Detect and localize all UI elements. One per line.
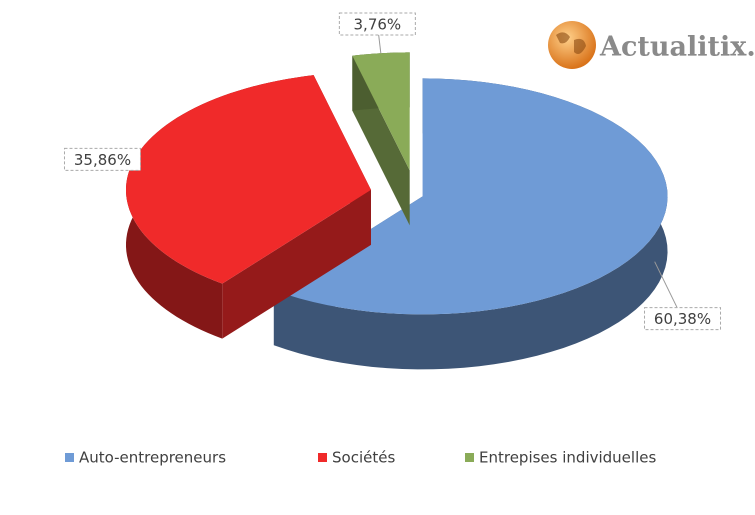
slice [352,52,410,171]
legend-label: Auto-entrepreneurs [79,449,226,467]
value-label-box [644,307,722,331]
slice [352,52,410,226]
slice [126,75,371,284]
slice [126,75,371,339]
legend-label: Entrepises individuelles [479,449,656,467]
logo: Actualitix. [548,21,755,69]
logo-globe [548,21,596,69]
value-label-box [63,147,141,171]
logo-text: Actualitix. [599,32,755,63]
legend-label: Sociétés [332,449,395,467]
slice [273,78,668,370]
legend-swatch [465,453,474,462]
value-label: 35,86% [74,151,131,169]
legend-swatch [65,453,74,462]
logo-continents [556,32,586,54]
value-label: 3,76% [354,15,402,33]
slice [273,78,668,315]
value-label-box [338,12,416,36]
legend-swatch [318,453,327,462]
value-label: 60,38% [654,310,711,328]
slice-edge [222,189,371,339]
